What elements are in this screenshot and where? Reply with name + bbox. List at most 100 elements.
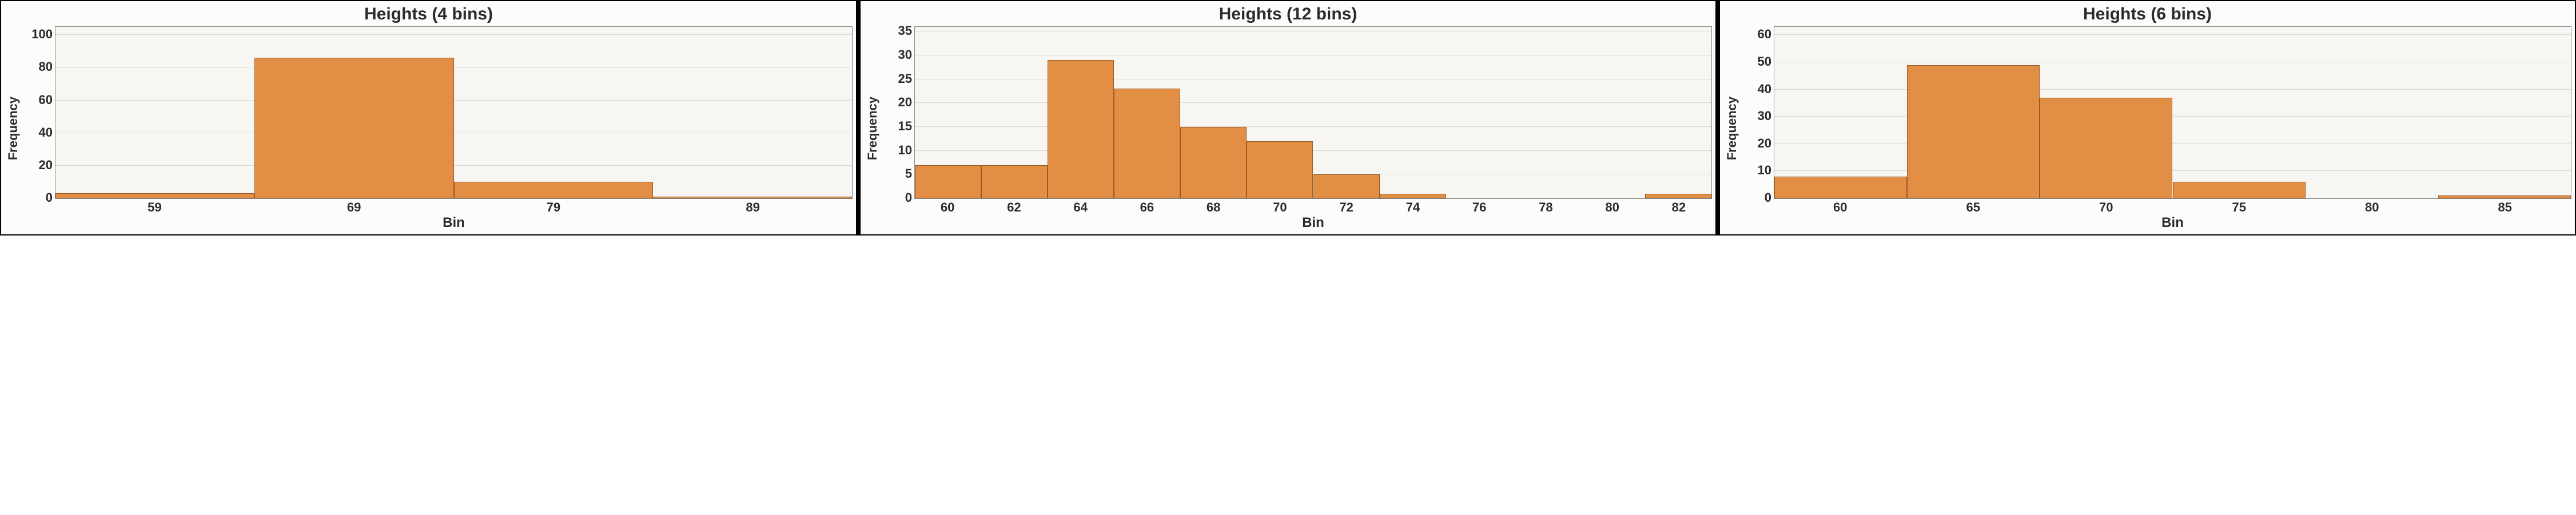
x-tick-label: 78 (1539, 200, 1552, 215)
histogram-bar (2173, 182, 2306, 198)
y-tick-label: 0 (1765, 190, 1771, 205)
histogram-bar (915, 165, 981, 198)
x-ticks: 60 62 64 66 68 70 72 74 76 78 80 82 (914, 199, 1712, 215)
chart-title: Heights (4 bins) (5, 5, 853, 24)
gridline (55, 34, 852, 35)
chart-title: Heights (12 bins) (864, 5, 1712, 24)
x-tick-label: 68 (1207, 200, 1220, 215)
y-tick-label: 20 (1758, 136, 1771, 151)
histogram-bar (1180, 127, 1247, 198)
y-tick-label: 25 (898, 71, 912, 86)
histogram-bar (1380, 194, 1446, 198)
y-axis-label: Frequency (864, 97, 881, 160)
plot-wrap: Frequency 0 5 10 15 20 25 30 35 60 62 64 66 68 70 72 74 7… (864, 26, 1712, 231)
histogram-bar (1247, 141, 1313, 198)
x-tick-label: 80 (2365, 200, 2379, 215)
plot-wrap: Frequency 0 10 20 30 40 50 60 60 65 70 75 80 85Bin (1723, 26, 2571, 231)
x-tick-label: 70 (1273, 200, 1287, 215)
histogram-bar (1313, 174, 1380, 198)
histogram-bar (1774, 177, 1907, 198)
panel-heights-6: Heights (6 bins)Frequency010203040506060… (1715, 1, 2575, 234)
y-tick-label: 0 (46, 190, 53, 205)
y-axis-label: Frequency (1723, 97, 1741, 160)
y-ticks: 0102030405060 (1741, 26, 1774, 198)
y-tick-label: 30 (1758, 109, 1771, 123)
gridline (915, 102, 1711, 103)
y-tick-label: 35 (898, 23, 912, 38)
panel-heights-4: Heights (4 bins) Frequency 0 20 40 60 80 100 59 6… (1, 1, 856, 234)
histogram-bar (2040, 98, 2172, 198)
histogram-bar (653, 197, 852, 198)
y-tick-label: 20 (39, 158, 53, 173)
gridline (1774, 89, 2571, 90)
y-ticks: 020406080100 (22, 26, 55, 198)
gridline (1774, 116, 2571, 117)
histogram-bar (1907, 65, 2040, 198)
y-tick-label: 50 (1758, 54, 1771, 69)
x-tick-label: 75 (2232, 200, 2246, 215)
plot-column: 60 62 64 66 68 70 72 74 76 78 80 82Bin (914, 26, 1712, 231)
x-axis-label: Bin (55, 215, 853, 231)
y-tick-label: 10 (898, 143, 912, 158)
x-ticks: 60 65 70 75 80 85 (1774, 199, 2571, 215)
x-tick-label: 59 (148, 200, 161, 215)
x-tick-label: 65 (1966, 200, 1980, 215)
y-tick-label: 60 (1758, 27, 1771, 42)
gridline (1774, 143, 2571, 144)
chart-title: Heights (6 bins) (1723, 5, 2571, 24)
histogram-bar (1645, 194, 1711, 198)
histogram-bar (2438, 195, 2571, 198)
y-axis-label: Frequency (5, 97, 22, 160)
histogram-bar (981, 165, 1048, 198)
x-tick-label: 74 (1406, 200, 1420, 215)
y-tick-label: 40 (1758, 82, 1771, 97)
panel-heights-12: Heights (12 bins) Frequency 0 5 10 15 20 25 30 35… (856, 1, 1715, 234)
x-tick-label: 72 (1339, 200, 1353, 215)
x-tick-label: 64 (1073, 200, 1087, 215)
x-tick-label: 89 (746, 200, 759, 215)
x-tick-label: 82 (1672, 200, 1686, 215)
y-tick-label: 60 (39, 93, 53, 107)
histogram-panels: Heights (4 bins)Frequency020406080100596… (0, 0, 2576, 235)
y-ticks: 05101520253035 (881, 26, 914, 198)
gridline (1774, 170, 2571, 171)
x-tick-label: 69 (347, 200, 361, 215)
x-tick-label: 60 (941, 200, 954, 215)
x-tick-label: 66 (1140, 200, 1154, 215)
plot-area (55, 26, 853, 199)
histogram-bar (1114, 89, 1180, 198)
x-ticks: 59 69 79 89 (55, 199, 853, 215)
gridline (55, 100, 852, 101)
plot-wrap: Frequency 0 20 40 60 80 100 59 69 79 89Bin (5, 26, 853, 231)
histogram-bar (1048, 60, 1114, 198)
gridline (915, 126, 1711, 127)
y-tick-label: 15 (898, 119, 912, 134)
histogram-bar (55, 193, 254, 198)
y-tick-label: 5 (905, 166, 912, 181)
histogram-bar (454, 182, 653, 198)
y-tick-label: 80 (39, 59, 53, 74)
y-tick-label: 0 (905, 190, 912, 205)
x-axis-label: Bin (1774, 215, 2571, 231)
x-tick-label: 62 (1007, 200, 1021, 215)
y-tick-label: 10 (1758, 163, 1771, 178)
plot-area (1774, 26, 2571, 199)
y-tick-label: 40 (39, 125, 53, 140)
gridline (915, 150, 1711, 151)
plot-column: 59 69 79 89Bin (55, 26, 853, 231)
x-tick-label: 70 (2099, 200, 2113, 215)
plot-column: 60 65 70 75 80 85Bin (1774, 26, 2571, 231)
x-tick-label: 85 (2498, 200, 2512, 215)
plot-area (914, 26, 1712, 199)
gridline (55, 165, 852, 166)
x-tick-label: 60 (1833, 200, 1847, 215)
x-tick-label: 76 (1472, 200, 1486, 215)
y-tick-label: 30 (898, 47, 912, 62)
x-axis-label: Bin (914, 215, 1712, 231)
x-tick-label: 79 (547, 200, 560, 215)
gridline (1774, 34, 2571, 35)
y-tick-label: 20 (898, 95, 912, 110)
y-tick-label: 100 (31, 27, 53, 42)
histogram-bar (254, 58, 453, 198)
x-tick-label: 80 (1605, 200, 1619, 215)
